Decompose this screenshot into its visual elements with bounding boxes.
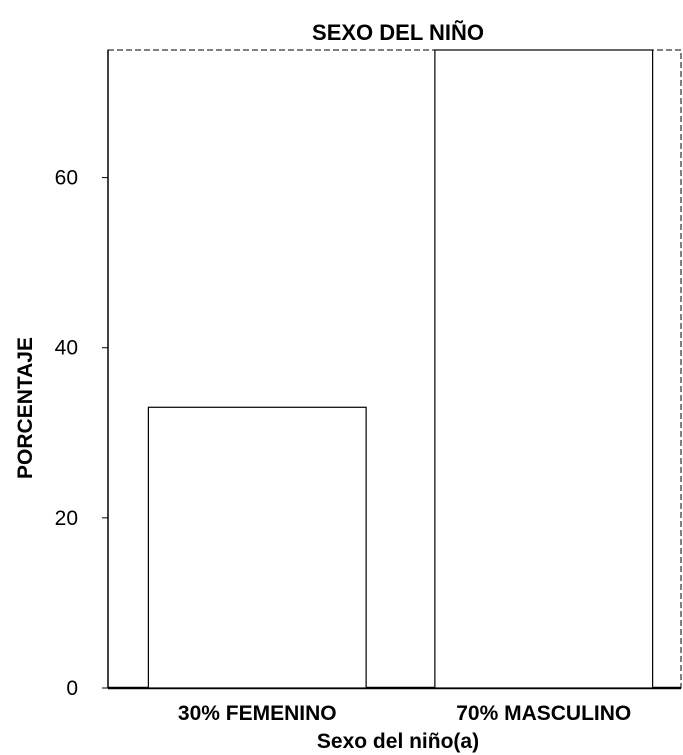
bars [147, 49, 654, 689]
x-category-label: 30% FEMENINO [178, 702, 337, 725]
x-axis-label: Sexo del niño(a) [317, 730, 479, 753]
y-tick-label: 20 [55, 507, 78, 530]
y-tick-label: 40 [55, 337, 78, 360]
chart-title: SEXO DEL NIÑO [312, 20, 484, 45]
y-tick-label: 60 [55, 167, 78, 190]
bar-2 [434, 49, 654, 689]
bar-1 [147, 406, 367, 689]
y-axis-label: PORCENTAJE [14, 337, 37, 479]
category-labels: 30% FEMENINO 70% MASCULINO [178, 702, 631, 725]
y-axis-ticks: 0 20 40 60 [55, 167, 108, 700]
x-category-label: 70% MASCULINO [456, 702, 631, 725]
y-tick-label: 0 [66, 677, 78, 700]
